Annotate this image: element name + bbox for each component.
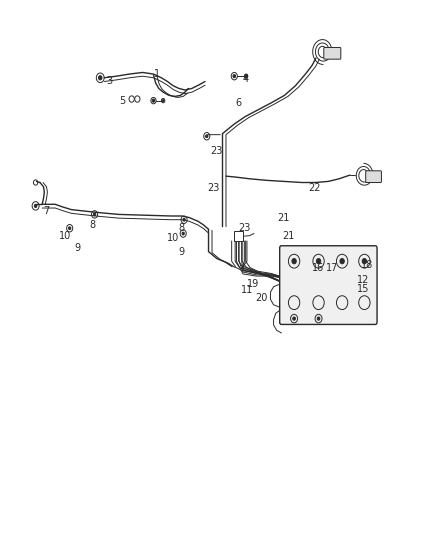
Circle shape (293, 317, 295, 320)
Circle shape (68, 227, 71, 230)
Text: 7: 7 (43, 206, 49, 216)
FancyBboxPatch shape (324, 47, 341, 59)
Text: 17: 17 (325, 263, 338, 272)
Text: 10: 10 (167, 233, 179, 244)
Circle shape (317, 317, 320, 320)
FancyBboxPatch shape (280, 246, 377, 325)
Circle shape (34, 204, 37, 207)
Circle shape (99, 76, 102, 80)
Text: 6: 6 (236, 98, 242, 108)
Text: 11: 11 (241, 286, 254, 295)
Circle shape (244, 74, 248, 78)
Circle shape (152, 99, 155, 102)
Circle shape (292, 259, 296, 264)
Text: 21: 21 (277, 213, 290, 223)
Circle shape (340, 259, 344, 264)
Circle shape (93, 213, 96, 216)
Text: 5: 5 (119, 95, 125, 106)
Circle shape (233, 75, 236, 78)
Text: 8: 8 (179, 223, 185, 233)
Circle shape (183, 219, 185, 221)
Text: 23: 23 (207, 183, 219, 193)
Circle shape (316, 259, 321, 264)
Circle shape (182, 232, 184, 235)
Text: 9: 9 (74, 243, 80, 253)
Text: 19: 19 (247, 279, 259, 288)
Text: 9: 9 (179, 247, 185, 257)
Text: 15: 15 (357, 284, 369, 294)
Circle shape (162, 100, 164, 102)
Text: 12: 12 (357, 275, 369, 285)
Text: 10: 10 (59, 231, 71, 241)
Text: 4: 4 (243, 75, 249, 84)
FancyBboxPatch shape (366, 171, 381, 182)
Text: 23: 23 (238, 223, 251, 233)
Text: 20: 20 (256, 293, 268, 303)
Circle shape (205, 135, 208, 138)
Text: 1: 1 (154, 69, 160, 79)
Text: 21: 21 (282, 231, 294, 241)
Circle shape (362, 259, 367, 264)
Text: 8: 8 (89, 220, 95, 230)
Text: 16: 16 (312, 263, 325, 272)
Text: 23: 23 (211, 146, 223, 156)
Text: 22: 22 (308, 183, 321, 193)
Text: 3: 3 (106, 77, 112, 86)
FancyBboxPatch shape (234, 231, 244, 241)
Text: 18: 18 (361, 260, 374, 270)
